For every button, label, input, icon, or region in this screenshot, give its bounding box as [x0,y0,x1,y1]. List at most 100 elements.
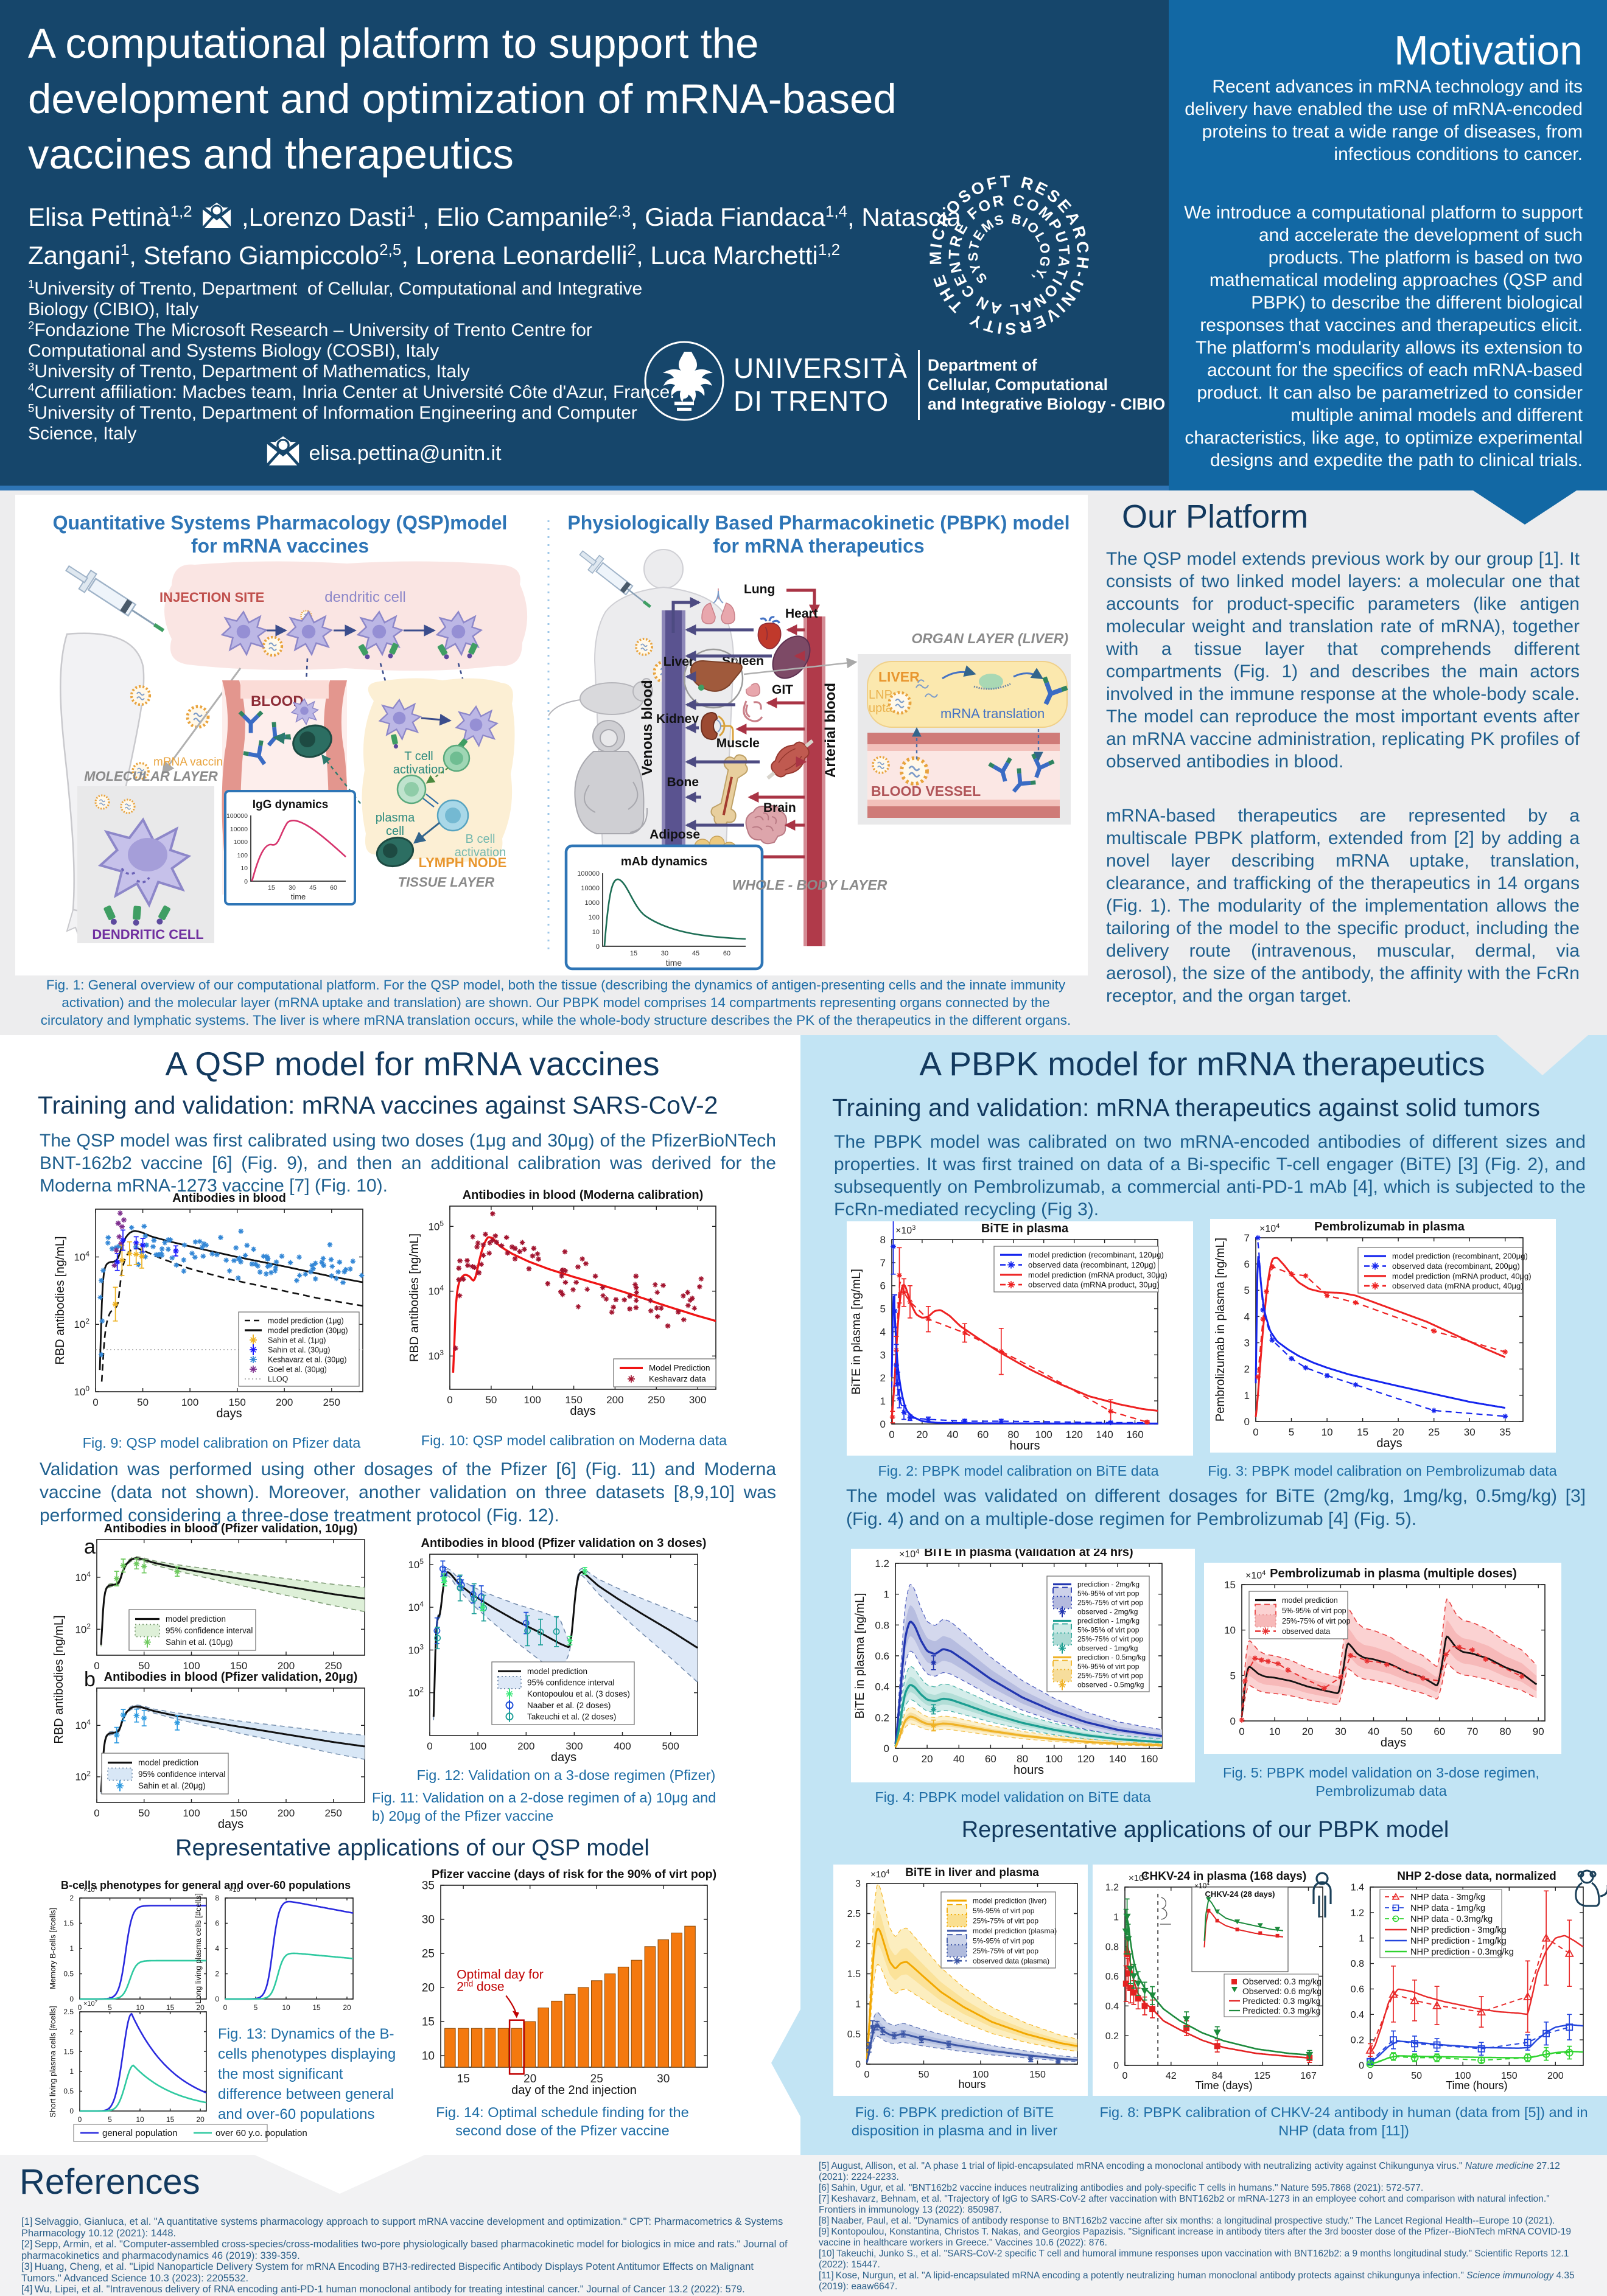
svg-text:4: 4 [880,1326,886,1338]
svg-text:cell: cell [386,825,404,838]
svg-text:Bone: Bone [667,775,699,789]
svg-text:days: days [216,1407,242,1420]
svg-text:Sahin et al. (1μg): Sahin et al. (1μg) [268,1336,326,1344]
svg-text:×104: ×104 [1194,1880,1210,1890]
svg-text:5%-95% of virt pop: 5%-95% of virt pop [1282,1607,1346,1615]
svg-text:0.2: 0.2 [1105,2031,1119,2042]
svg-text:2: 2 [215,1970,219,1978]
svg-text:mRNA vaccine: mRNA vaccine [153,756,229,769]
svg-text:0.4: 0.4 [1105,2001,1119,2012]
svg-text:150: 150 [230,1660,247,1672]
svg-text:0: 0 [78,2115,82,2124]
svg-text:NHP data - 0.3mg/kg: NHP data - 0.3mg/kg [1410,1914,1493,1924]
svg-text:6: 6 [880,1280,886,1292]
svg-text:time: time [291,892,306,901]
svg-text:200: 200 [517,1740,534,1752]
svg-text:ORGAN LAYER (LIVER): ORGAN LAYER (LIVER) [911,630,1068,646]
svg-text:0: 0 [1113,2061,1119,2071]
svg-text:Antibodies in blood (Moderna c: Antibodies in blood (Moderna calibration… [463,1188,704,1202]
svg-text:mRNA translation: mRNA translation [940,706,1045,721]
svg-text:35: 35 [422,1880,435,1893]
svg-text:model prediction (recombinant,: model prediction (recombinant, 200μg) [1392,1252,1528,1261]
svg-text:NHP data - 3mg/kg: NHP data - 3mg/kg [1410,1893,1485,1902]
svg-text:1: 1 [1359,1933,1364,1944]
svg-text:0: 0 [1253,1426,1258,1438]
svg-text:100000: 100000 [226,812,248,820]
svg-text:BiTE in plasma [ng/mL]: BiTE in plasma [ng/mL] [853,1593,867,1719]
svg-text:20: 20 [1393,1426,1404,1438]
svg-text:1.2: 1.2 [875,1558,889,1569]
svg-text:95% confidence interval: 95% confidence interval [527,1678,614,1687]
svg-text:×104: ×104 [870,1868,889,1880]
svg-text:30: 30 [289,884,296,892]
svg-text:25%-75% of virt pop: 25%-75% of virt pop [1077,1599,1143,1607]
svg-text:90: 90 [1533,1726,1544,1737]
svg-text:Time (hours): Time (hours) [1446,2079,1507,2092]
svg-text:NHP 2-dose data, normalized: NHP 2-dose data, normalized [1397,1870,1556,1883]
svg-text:Kidney: Kidney [656,712,699,726]
svg-text:15: 15 [166,2003,175,2012]
svg-text:Antibodies in blood: Antibodies in blood [172,1192,286,1205]
svg-text:×104: ×104 [899,1549,919,1560]
svg-text:CHKV-24 in plasma (168 days): CHKV-24 in plasma (168 days) [1141,1870,1306,1883]
svg-text:25: 25 [1428,1426,1440,1438]
svg-text:200: 200 [278,1660,295,1672]
svg-text:BLOOD VESSEL: BLOOD VESSEL [871,783,981,799]
svg-text:2: 2 [69,2028,74,2036]
svg-text:60: 60 [1434,1726,1445,1737]
svg-text:2: 2 [1244,1364,1250,1375]
svg-text:20: 20 [1302,1726,1314,1737]
svg-text:50: 50 [137,1397,149,1408]
svg-text:25%-75% of virt pop: 25%-75% of virt pop [973,1917,1038,1925]
svg-text:days: days [1381,1736,1406,1750]
svg-text:250: 250 [648,1394,665,1406]
svg-text:167: 167 [1300,2071,1317,2081]
svg-text:10: 10 [422,2050,435,2063]
svg-text:×104: ×104 [1259,1223,1280,1234]
svg-text:0.5: 0.5 [63,2087,74,2096]
svg-text:7: 7 [880,1257,886,1269]
svg-text:2: 2 [69,1894,74,1902]
svg-text:LYMPH NODE: LYMPH NODE [419,855,507,870]
svg-text:0.8: 0.8 [1351,1959,1364,1969]
svg-text:10: 10 [136,2003,144,2012]
svg-text:1.2: 1.2 [1351,1908,1364,1919]
svg-text:1.4: 1.4 [1351,1883,1364,1893]
svg-text:50: 50 [138,1660,150,1672]
svg-text:Quantitative Systems Pharmacol: Quantitative Systems Pharmacology (QSP)m… [53,512,508,534]
svg-text:IgG dynamics: IgG dynamics [253,798,329,811]
svg-text:model prediction: model prediction [1282,1596,1338,1605]
svg-text:10: 10 [282,2003,290,2012]
svg-text:50: 50 [919,2070,930,2080]
svg-text:102: 102 [75,1770,91,1783]
svg-text:×103: ×103 [895,1224,916,1236]
svg-text:Heart: Heart [785,607,818,621]
svg-text:95% confidence interval: 95% confidence interval [138,1770,225,1779]
svg-text:MOLECULAR LAYER: MOLECULAR LAYER [84,769,218,784]
svg-text:observed data: observed data [1282,1627,1330,1636]
svg-text:NHP prediction - 0.3mg/kg: NHP prediction - 0.3mg/kg [1410,1947,1514,1957]
svg-text:Observed: 0.3 mg/kg: Observed: 0.3 mg/kg [1242,1977,1322,1986]
svg-text:1: 1 [1113,1912,1119,1922]
svg-text:b: b [84,1668,96,1691]
svg-text:Short living plasma cells [#ce: Short living plasma cells [#cells] [49,2006,57,2118]
svg-text:0.8: 0.8 [875,1619,889,1631]
svg-text:7: 7 [1244,1232,1250,1244]
svg-text:1.5: 1.5 [847,1969,861,1980]
svg-text:BLOOD: BLOOD [251,693,304,710]
svg-text:Kontopoulou et al. (3 doses): Kontopoulou et al. (3 doses) [527,1689,630,1698]
svg-text:0: 0 [69,2107,74,2115]
svg-text:50: 50 [138,1807,150,1819]
svg-text:2: 2 [855,1939,861,1950]
svg-text:Optimal day for: Optimal day for [457,1967,543,1981]
svg-text:prediction - 0.5mg/kg: prediction - 0.5mg/kg [1077,1653,1146,1662]
svg-text:20: 20 [343,2003,351,2012]
svg-text:0: 0 [892,1753,898,1765]
svg-text:104: 104 [75,1570,91,1583]
svg-text:observed data (mRNA product, 3: observed data (mRNA product, 30μg) [1028,1280,1160,1289]
svg-text:hours: hours [1014,1764,1044,1777]
svg-text:10: 10 [1322,1426,1333,1438]
svg-text:15: 15 [1224,1579,1236,1591]
svg-text:0: 0 [1239,1726,1244,1737]
svg-text:8: 8 [215,1894,219,1902]
